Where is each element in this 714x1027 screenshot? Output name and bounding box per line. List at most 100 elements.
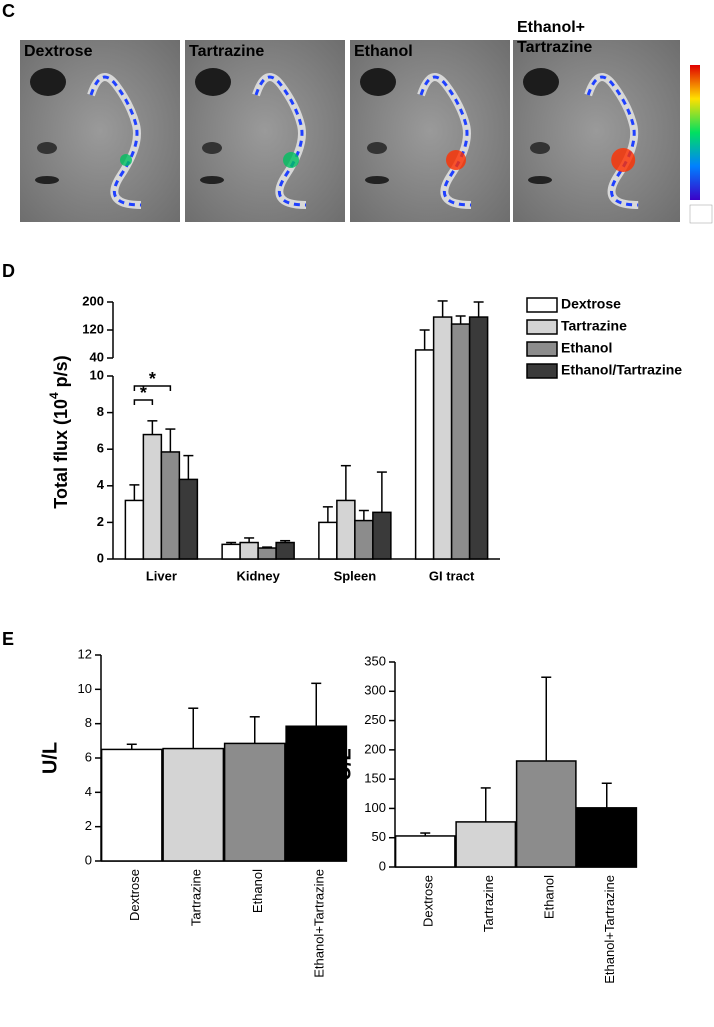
- y-tick-label: 10: [78, 681, 92, 696]
- organ-image: [350, 40, 510, 222]
- bar: [394, 835, 456, 868]
- gi-hotspot: [611, 148, 636, 172]
- x-tick-label: Tartrazine: [189, 869, 204, 926]
- organ-image: [185, 40, 345, 222]
- x-tick-label: Ethanol: [542, 875, 557, 919]
- image-label: Ethanol+ Tartrazine: [517, 19, 592, 56]
- bar: [336, 499, 356, 560]
- colorbar: [690, 65, 700, 200]
- bar: [124, 499, 145, 560]
- bar: [432, 316, 453, 560]
- y-tick-label: 2: [85, 818, 92, 833]
- x-tick-label: Liver: [146, 568, 177, 583]
- gi-signal: [586, 75, 639, 207]
- bar: [468, 316, 489, 560]
- y-tick-label: 8: [85, 715, 92, 730]
- significance-bracket: [133, 385, 172, 391]
- y-axis-label: Total flux (104 p/s): [47, 355, 71, 508]
- x-tick-label: Ethanol+Tartrazine: [602, 875, 617, 984]
- bar: [414, 349, 435, 560]
- spleen-blob: [365, 176, 389, 184]
- legend-label: Ethanol/Tartrazine: [561, 362, 682, 378]
- y-tick-label: 0: [379, 858, 386, 873]
- bar: [221, 543, 241, 560]
- bar: [285, 725, 348, 862]
- bar: [354, 519, 374, 560]
- y-axis-label-part: p/s): [51, 355, 71, 392]
- bar: [257, 547, 277, 560]
- spleen-blob: [528, 176, 552, 184]
- bar: [100, 748, 163, 862]
- y-tick-label: 0: [97, 550, 104, 565]
- gi-signal: [419, 75, 472, 207]
- image-label: Ethanol: [354, 43, 413, 60]
- y-tick-label: 200: [82, 293, 104, 308]
- y-tick-label: 4: [97, 477, 105, 492]
- liver-blob: [195, 68, 231, 96]
- y-tick-label: 120: [82, 321, 104, 336]
- gi-hotspot: [120, 154, 132, 166]
- y-tick-label: 2: [97, 514, 104, 529]
- panel-label: C: [2, 1, 15, 21]
- bar: [160, 451, 181, 560]
- significance-label: *: [149, 369, 156, 389]
- kidney-blob: [530, 142, 550, 154]
- legend-swatch: [526, 297, 558, 313]
- liver-blob: [30, 68, 66, 96]
- legend-swatch: [526, 363, 558, 379]
- x-tick-label: Dextrose: [421, 875, 436, 927]
- gi-signal: [254, 75, 307, 207]
- bar: [178, 478, 199, 560]
- panel-label: E: [2, 629, 14, 649]
- gi-hotspot: [446, 150, 466, 170]
- legend-label: Dextrose: [561, 296, 621, 312]
- y-tick-label: 6: [97, 441, 104, 456]
- label-line: Tartrazine: [517, 39, 592, 56]
- kidney-blob: [367, 142, 387, 154]
- y-tick-label: 12: [78, 646, 92, 661]
- bar: [455, 821, 517, 868]
- y-tick-label: 100: [364, 800, 386, 815]
- y-tick-label: 8: [97, 404, 104, 419]
- y-axis-label: U/L: [39, 742, 61, 774]
- bar: [450, 323, 471, 560]
- x-tick-label: Ethanol+Tartrazine: [312, 869, 327, 978]
- bar: [515, 760, 577, 868]
- legend-swatch: [526, 341, 558, 357]
- y-tick-label: 150: [364, 771, 386, 786]
- legend-label: Ethanol: [561, 340, 612, 356]
- x-tick-label: Ethanol: [250, 869, 265, 913]
- x-tick-label: Tartrazine: [481, 875, 496, 932]
- bar: [372, 511, 392, 560]
- bar: [275, 541, 295, 560]
- legend-swatch: [526, 319, 558, 335]
- x-tick-label: Dextrose: [127, 869, 142, 921]
- y-axis-label-part: Total flux (10: [51, 399, 71, 509]
- x-tick-label: Spleen: [334, 568, 377, 583]
- y-tick-label: 6: [85, 749, 92, 764]
- y-tick-label: 250: [364, 712, 386, 727]
- organ-image: [20, 40, 180, 222]
- x-tick-label: Kidney: [236, 568, 280, 583]
- y-tick-label: 50: [372, 829, 386, 844]
- y-tick-label: 0: [85, 852, 92, 867]
- kidney-blob: [37, 142, 57, 154]
- y-axis-label-part: 4: [47, 392, 61, 399]
- bar: [162, 747, 225, 862]
- x-tick-label: GI tract: [429, 568, 475, 583]
- image-label: Dextrose: [24, 43, 93, 60]
- liver-blob: [360, 68, 396, 96]
- colorbar-legend: [689, 204, 713, 224]
- bar: [576, 807, 638, 868]
- bar: [142, 433, 163, 560]
- legend-label: Tartrazine: [561, 318, 627, 334]
- spleen-blob: [35, 176, 59, 184]
- bar: [223, 742, 286, 862]
- bar: [239, 541, 259, 560]
- image-label: Tartrazine: [189, 43, 264, 60]
- y-tick-label: 4: [85, 784, 92, 799]
- significance-label: *: [140, 383, 147, 403]
- y-axis-label: U/L: [333, 748, 355, 780]
- organ-image: [513, 40, 680, 222]
